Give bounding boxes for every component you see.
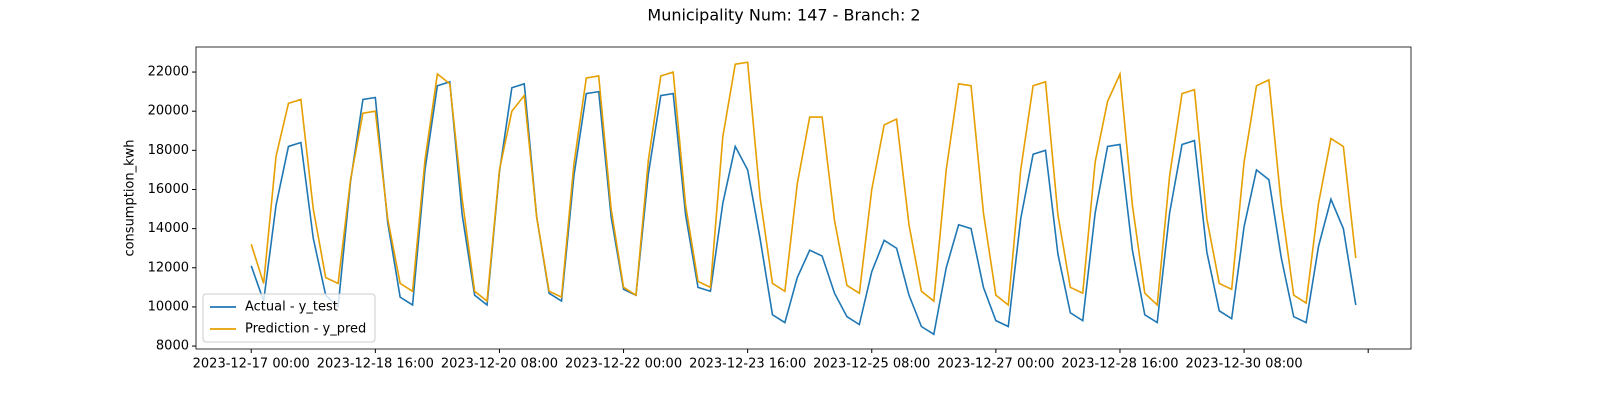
x-tick-label: 2023-12-28 16:00 <box>1061 357 1178 372</box>
series-line <box>250 61 1357 307</box>
x-tick-label: 2023-12-22 00:00 <box>565 357 682 372</box>
y-tick-label: 12000 <box>148 260 189 275</box>
x-tick-label: 2023-12-25 08:00 <box>813 357 930 372</box>
series-line <box>250 80 1357 336</box>
y-tick-label: 22000 <box>148 65 189 80</box>
y-tick-label: 20000 <box>148 104 189 119</box>
y-tick-label: 14000 <box>148 221 189 236</box>
x-tick-label: 2023-12-17 00:00 <box>193 357 310 372</box>
x-tick-label: 2023-12-18 16:00 <box>317 357 434 372</box>
x-tick-label: 2023-12-23 16:00 <box>689 357 806 372</box>
legend-label: Prediction - y_pred <box>245 322 366 337</box>
y-tick-label: 16000 <box>148 182 189 197</box>
x-tick-label: 2023-12-20 08:00 <box>441 357 558 372</box>
x-tick-label: 2023-12-30 08:00 <box>1185 357 1302 372</box>
plot-frame <box>195 46 1412 350</box>
legend: Actual - y_test Prediction - y_pred <box>202 293 376 343</box>
x-tick-label: 2023-12-27 00:00 <box>937 357 1054 372</box>
y-tick-label: 18000 <box>148 143 189 158</box>
legend-label: Actual - y_test <box>245 300 338 315</box>
legend-frame <box>202 293 376 343</box>
y-axis-label: consumption_kwh <box>123 139 138 256</box>
y-tick-label: 8000 <box>156 339 189 354</box>
chart-title: Municipality Num: 147 - Branch: 2 <box>647 6 920 25</box>
y-tick-label: 10000 <box>148 299 189 314</box>
